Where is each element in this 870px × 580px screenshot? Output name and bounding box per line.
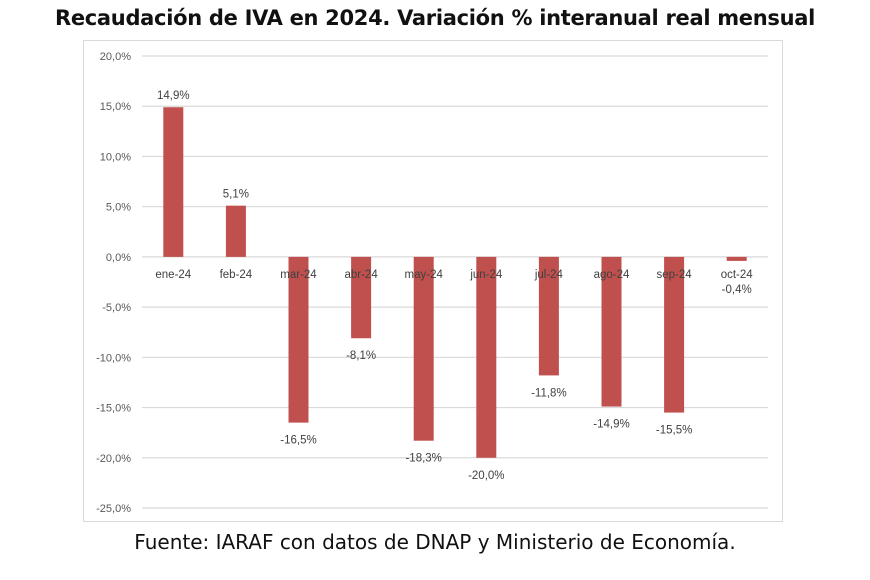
bar-ene-24	[163, 107, 184, 257]
y-tick-label: -25,0%	[96, 503, 131, 515]
category-label: abr-24	[344, 269, 378, 281]
category-label: oct-24	[721, 269, 754, 281]
bar-ago-24	[601, 256, 622, 407]
y-tick-label: -10,0%	[96, 352, 131, 364]
data-label: -14,9%	[593, 419, 629, 431]
bar-mar-24	[288, 256, 309, 423]
bar-feb-24	[225, 205, 246, 257]
data-label: 5,1%	[223, 189, 249, 201]
bar-sep-24	[664, 256, 685, 413]
category-label: ago-24	[594, 269, 630, 281]
category-label: mar-24	[280, 269, 317, 281]
y-tick-label: 10,0%	[100, 151, 131, 163]
data-label: -15,5%	[656, 425, 692, 437]
category-label: jul-24	[534, 269, 564, 281]
gridlines	[142, 55, 768, 509]
chart-area	[83, 40, 783, 522]
y-tick-label: -5,0%	[102, 302, 131, 314]
source-note: Fuente: IARAF con datos de DNAP y Minist…	[134, 530, 736, 554]
data-label: -18,3%	[405, 453, 441, 465]
bar-oct-24	[726, 256, 747, 261]
data-label: -8,1%	[346, 350, 376, 362]
y-tick-label: -15,0%	[96, 403, 131, 415]
y-tick-label: 0,0%	[106, 252, 131, 264]
data-label: -20,0%	[468, 470, 504, 482]
chart-title: Recaudación de IVA en 2024. Variación % …	[54, 6, 816, 30]
data-labels: 14,9% 5,1% -16,5% -8,1% -18,3% -20,0% -11,8% -1…	[157, 90, 752, 482]
bar-may-24	[413, 256, 434, 441]
data-label: -16,5%	[280, 435, 316, 447]
category-label: jun-24	[469, 269, 503, 281]
category-label: ene-24	[155, 269, 191, 281]
bars	[163, 107, 747, 458]
category-label: feb-24	[220, 269, 253, 281]
bar-jun-24	[476, 256, 497, 458]
category-labels: ene-24 feb-24 mar-24 abr-24 may-24 jun-24 jul-…	[155, 269, 753, 281]
data-label: -11,8%	[531, 387, 567, 399]
category-label: sep-24	[657, 269, 693, 281]
data-label: 14,9%	[157, 90, 190, 102]
bar-abr-24	[351, 256, 372, 339]
y-tick-label: -20,0%	[96, 453, 131, 465]
category-label: may-24	[405, 269, 444, 281]
y-axis-ticks: 20,0% 15,0% 10,0% 5,0% 0,0% -5,0% -10,0% -15,0%…	[96, 51, 131, 515]
y-tick-label: 15,0%	[100, 101, 131, 113]
data-label: -0,4%	[722, 284, 752, 296]
y-tick-label: 5,0%	[106, 202, 131, 214]
bar-jul-24	[538, 256, 559, 376]
y-tick-label: 20,0%	[100, 51, 131, 63]
